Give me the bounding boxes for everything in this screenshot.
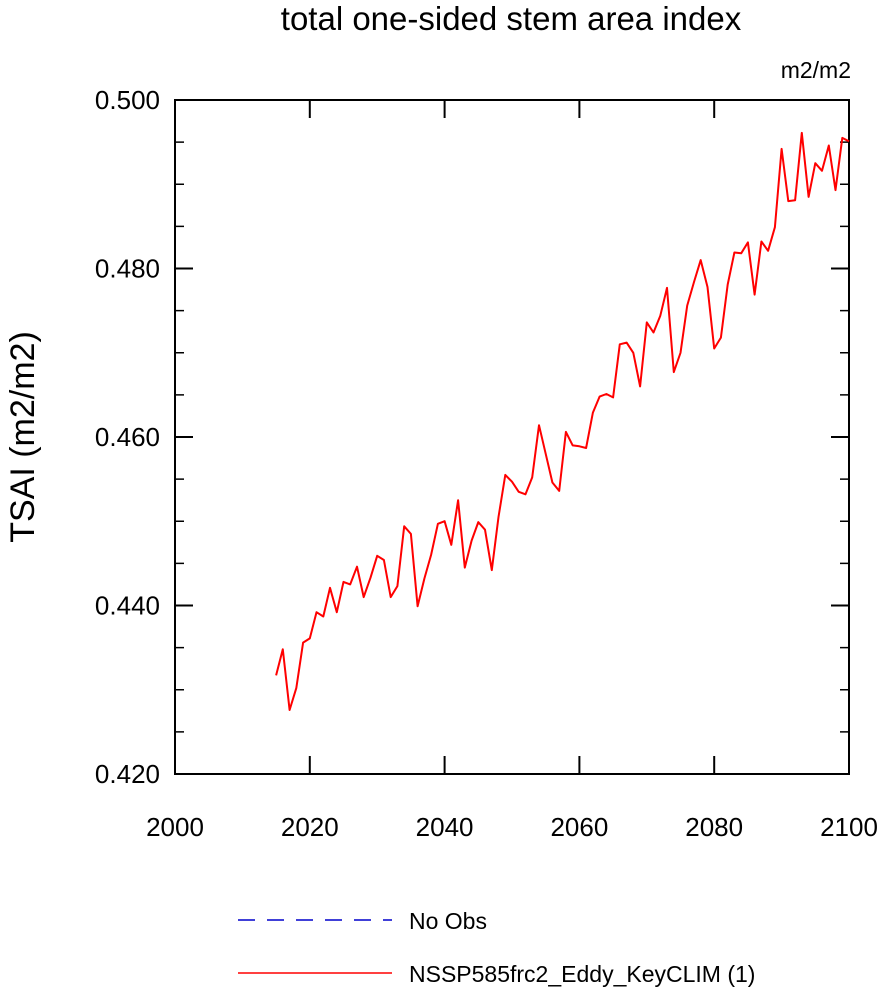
y-tick-label: 0.500 <box>95 85 160 115</box>
units-label: m2/m2 <box>781 57 851 83</box>
y-tick-label: 0.460 <box>95 422 160 452</box>
chart-title: total one-sided stem area index <box>281 0 742 37</box>
x-tick-label: 2040 <box>416 812 474 842</box>
legend-label-no-obs: No Obs <box>409 908 487 934</box>
axis-ticks <box>174 99 850 775</box>
x-tick-label: 2100 <box>820 812 878 842</box>
legend-label-nssp585frc2: NSSP585frc2_Eddy_KeyCLIM (1) <box>409 961 755 987</box>
series-line-nssp585frc2 <box>275 131 850 711</box>
x-tick-label: 2000 <box>146 812 204 842</box>
x-tick-label: 2020 <box>281 812 339 842</box>
y-axis-title: TSAI (m2/m2) <box>4 331 42 543</box>
x-tick-label: 2080 <box>685 812 743 842</box>
y-tick-label: 0.480 <box>95 254 160 284</box>
x-tick-label: 2060 <box>550 812 608 842</box>
legend: No Obs NSSP585frc2_Eddy_KeyCLIM (1) <box>238 908 755 987</box>
y-tick-label: 0.420 <box>95 759 160 789</box>
x-tick-labels: 2000 2020 2040 2060 2080 2100 <box>146 812 878 842</box>
y-tick-label: 0.440 <box>95 591 160 621</box>
y-tick-labels: 0.420 0.440 0.460 0.480 0.500 <box>95 85 160 789</box>
